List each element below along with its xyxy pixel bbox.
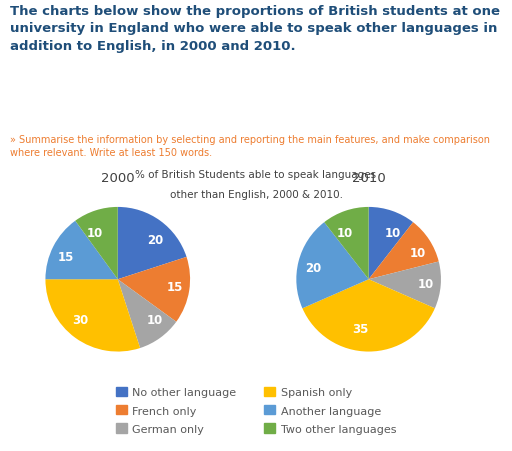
Wedge shape xyxy=(296,223,369,308)
Wedge shape xyxy=(118,280,176,348)
Text: 10: 10 xyxy=(385,227,401,239)
Wedge shape xyxy=(75,207,118,280)
Text: % of British Students able to speak languages: % of British Students able to speak lang… xyxy=(136,169,376,179)
Wedge shape xyxy=(324,207,369,280)
Wedge shape xyxy=(46,221,118,280)
Text: 20: 20 xyxy=(305,261,321,274)
Text: 10: 10 xyxy=(418,277,434,290)
Wedge shape xyxy=(369,262,441,308)
Wedge shape xyxy=(369,207,413,280)
Text: 15: 15 xyxy=(166,281,183,294)
Wedge shape xyxy=(46,280,140,352)
Text: 15: 15 xyxy=(57,251,74,264)
Title: 2010: 2010 xyxy=(352,171,386,184)
Wedge shape xyxy=(303,280,435,352)
Text: 10: 10 xyxy=(410,246,426,259)
Text: 35: 35 xyxy=(352,322,369,335)
Text: » Summarise the information by selecting and reporting the main features, and ma: » Summarise the information by selecting… xyxy=(10,135,490,157)
Title: 2000: 2000 xyxy=(101,171,135,184)
Legend: No other language, French only, German only, Spanish only, Another language, Two: No other language, French only, German o… xyxy=(111,382,401,438)
Text: 30: 30 xyxy=(73,313,89,326)
Text: other than English, 2000 & 2010.: other than English, 2000 & 2010. xyxy=(169,189,343,200)
Text: The charts below show the proportions of British students at one
university in E: The charts below show the proportions of… xyxy=(10,5,500,52)
Wedge shape xyxy=(369,223,439,280)
Wedge shape xyxy=(118,207,186,280)
Wedge shape xyxy=(118,258,190,322)
Text: 10: 10 xyxy=(146,313,163,326)
Text: 10: 10 xyxy=(87,226,102,239)
Text: 10: 10 xyxy=(336,227,353,239)
Text: 20: 20 xyxy=(146,234,163,246)
